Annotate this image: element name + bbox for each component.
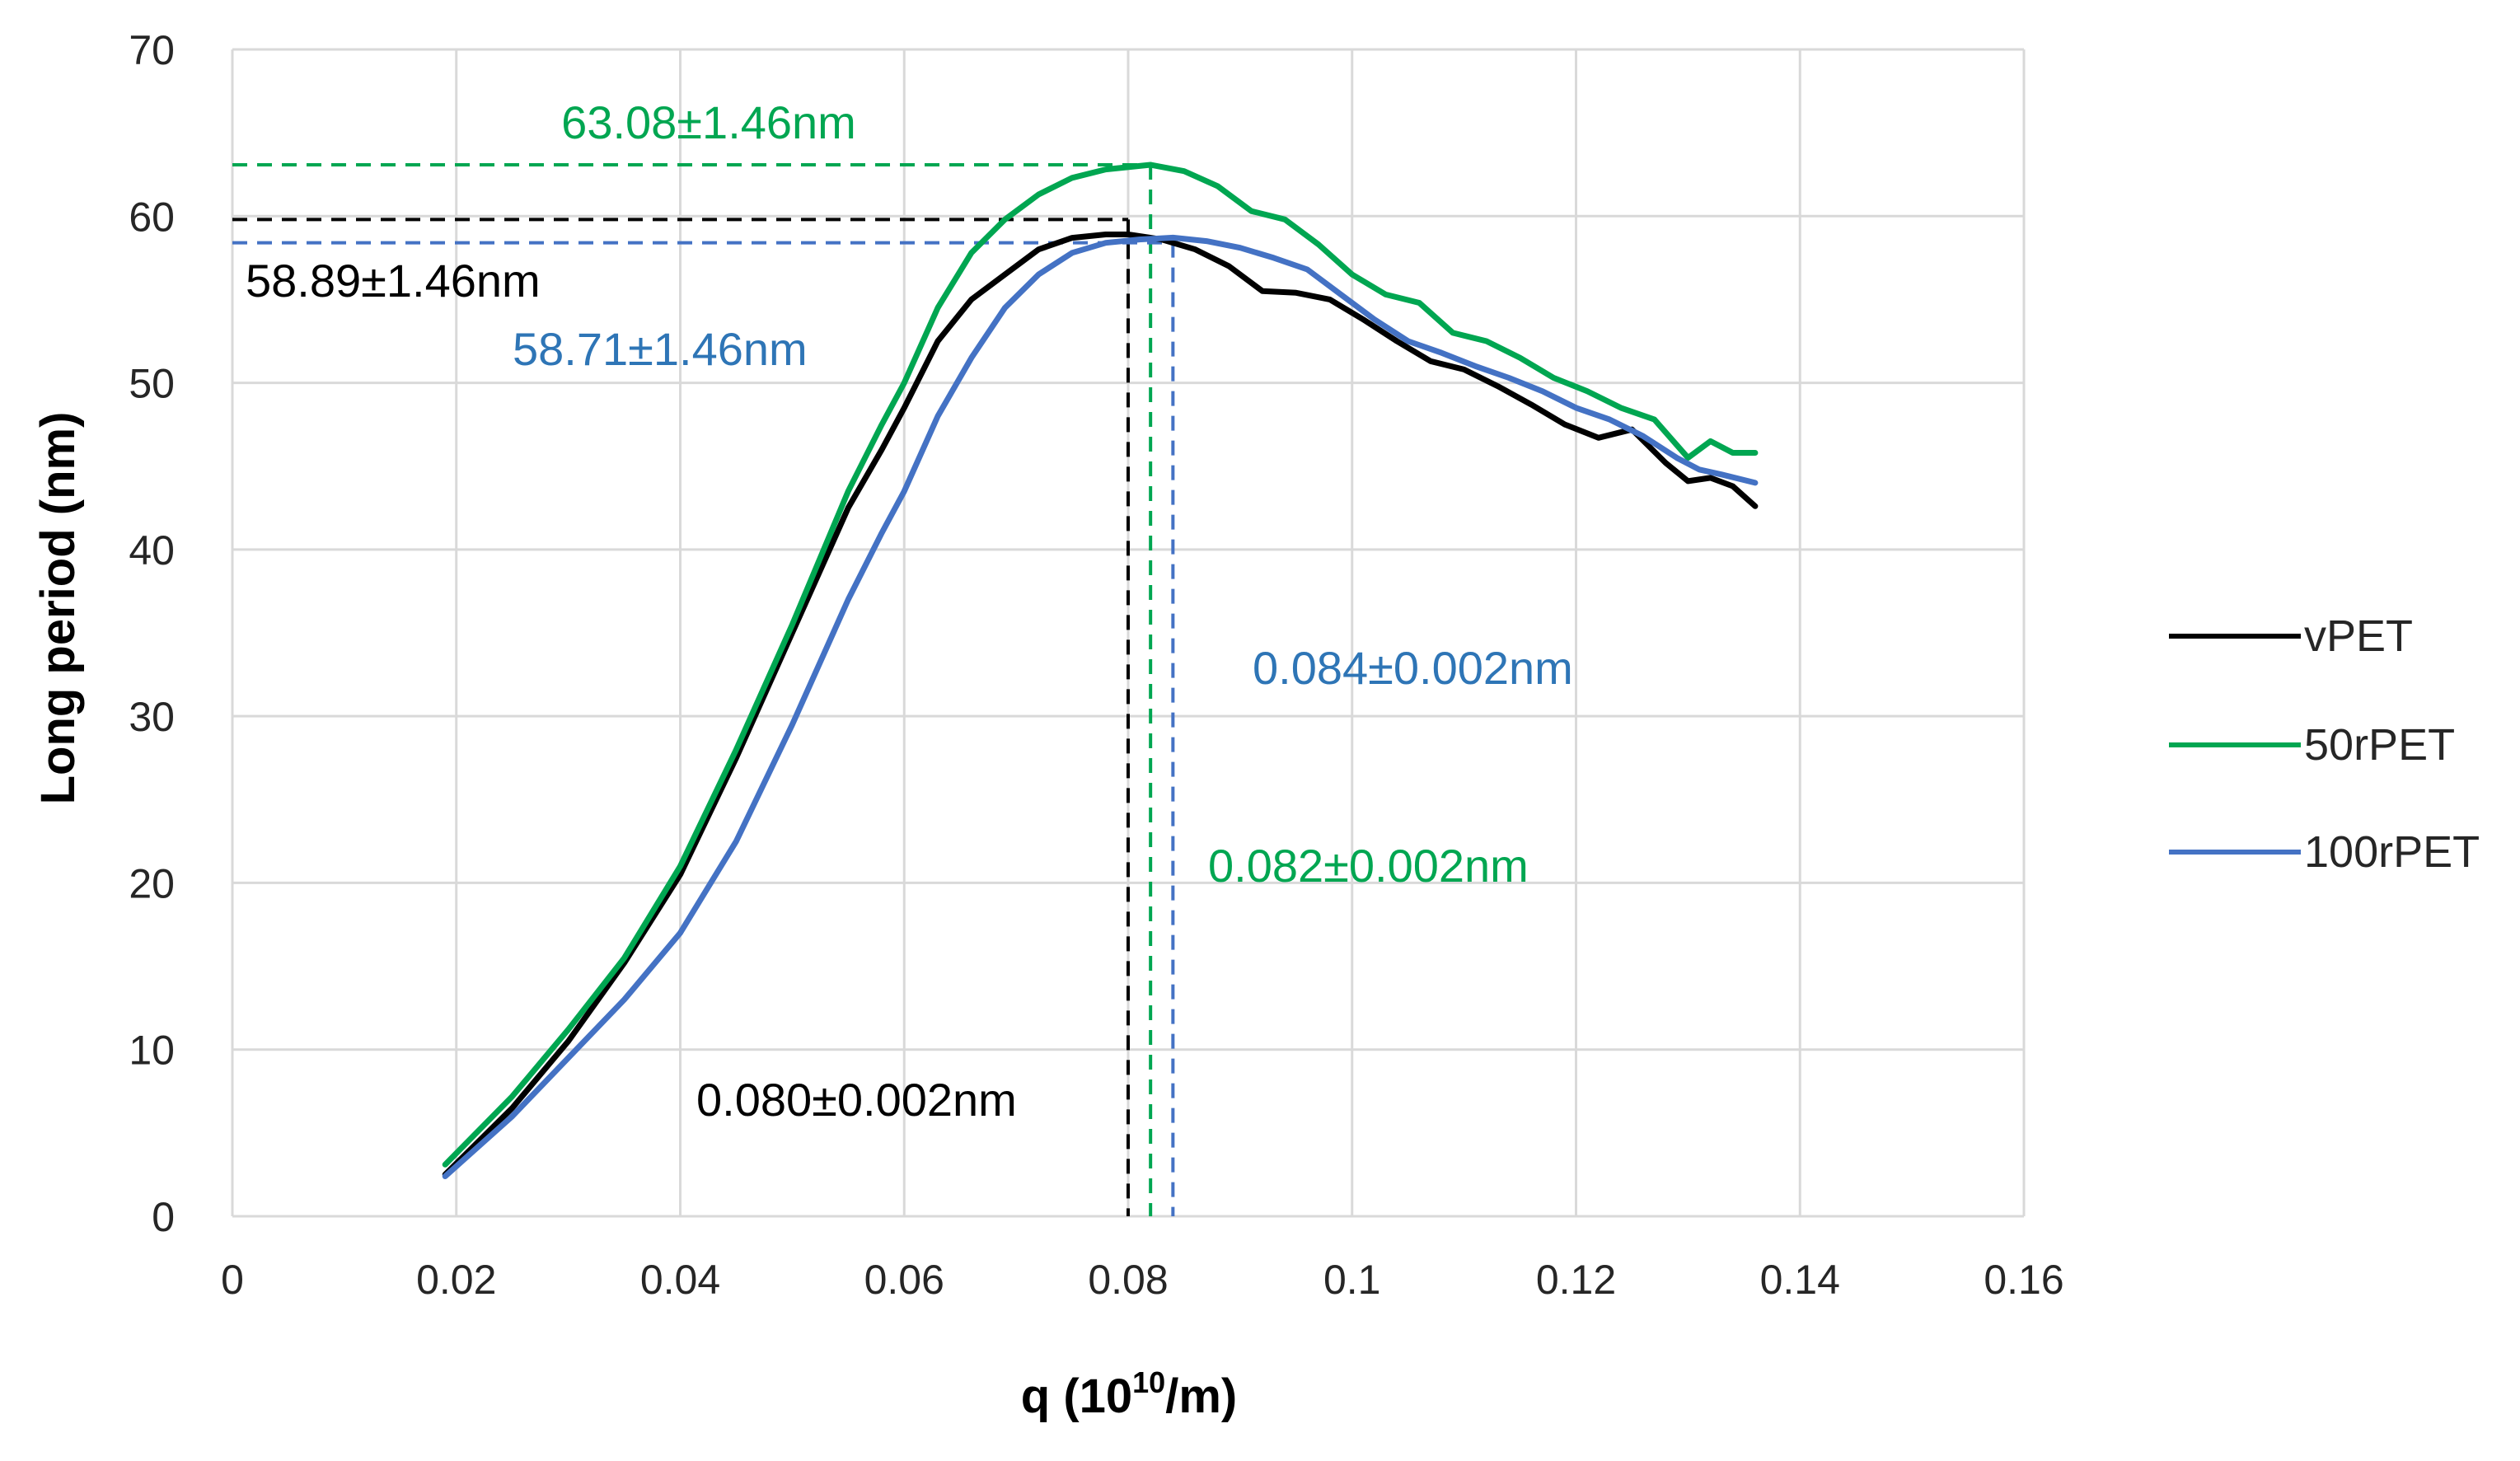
x-axis-title: q (1010/m) (1021, 1365, 1237, 1423)
x-tick-label-5: 0.1 (1323, 1257, 1381, 1303)
legend: vPET 50rPET 100rPET (2169, 611, 2480, 877)
x-axis-title-superscript: 10 (1132, 1365, 1165, 1399)
x-tick-label-4: 0.08 (1088, 1257, 1168, 1303)
x-axis-title-main: q (10 (1021, 1370, 1132, 1423)
annotation-50rpet-peak-y: 63.08±1.46nm (561, 96, 856, 148)
x-tick-label-0: 0 (221, 1257, 244, 1303)
annotation-vpet-peak-x: 0.080±0.002nm (696, 1074, 1017, 1126)
y-tick-label-6: 60 (129, 194, 175, 240)
legend-label-50rpet: 50rPET (2304, 720, 2455, 770)
x-tick-label-6: 0.12 (1536, 1257, 1616, 1303)
x-tick-label-8: 0.16 (1984, 1257, 2063, 1303)
series-line-100rpet (442, 234, 1759, 1179)
series-line-vpet (442, 232, 1759, 1178)
annotation-100rpet-peak-y: 58.71±1.46nm (513, 323, 808, 375)
y-tick-label-3: 30 (129, 694, 175, 740)
y-tick-label-0: 0 (152, 1194, 175, 1240)
y-tick-label-4: 40 (129, 527, 175, 574)
x-tick-label-3: 0.06 (864, 1257, 944, 1303)
x-tick-label-1: 0.02 (416, 1257, 496, 1303)
x-tick-label-2: 0.04 (640, 1257, 720, 1303)
legend-label-vpet: vPET (2304, 611, 2413, 661)
y-tick-labels: 0 10 20 30 40 50 60 70 (129, 27, 175, 1240)
x-axis-title-suffix: /m) (1165, 1370, 1237, 1423)
annotation-50rpet-peak-x: 0.082±0.002nm (1208, 840, 1529, 892)
y-tick-label-2: 20 (129, 860, 175, 906)
legend-label-100rpet: 100rPET (2304, 827, 2480, 877)
annotation-100rpet-peak-x: 0.084±0.002nm (1253, 642, 1573, 694)
series-lines (442, 162, 1759, 1179)
series-line-50rpet (442, 162, 1759, 1168)
x-tick-labels: 0 0.02 0.04 0.06 0.08 0.1 0.12 0.14 0.16 (221, 1257, 2064, 1303)
y-tick-label-5: 50 (129, 361, 175, 407)
annotation-vpet-peak-y: 58.89±1.46nm (246, 255, 541, 307)
y-axis-title: Long period (nm) (31, 412, 85, 805)
x-tick-label-7: 0.14 (1760, 1257, 1840, 1303)
y-tick-label-1: 10 (129, 1028, 175, 1074)
reference-lines (232, 162, 1175, 1216)
y-tick-label-7: 70 (129, 27, 175, 73)
